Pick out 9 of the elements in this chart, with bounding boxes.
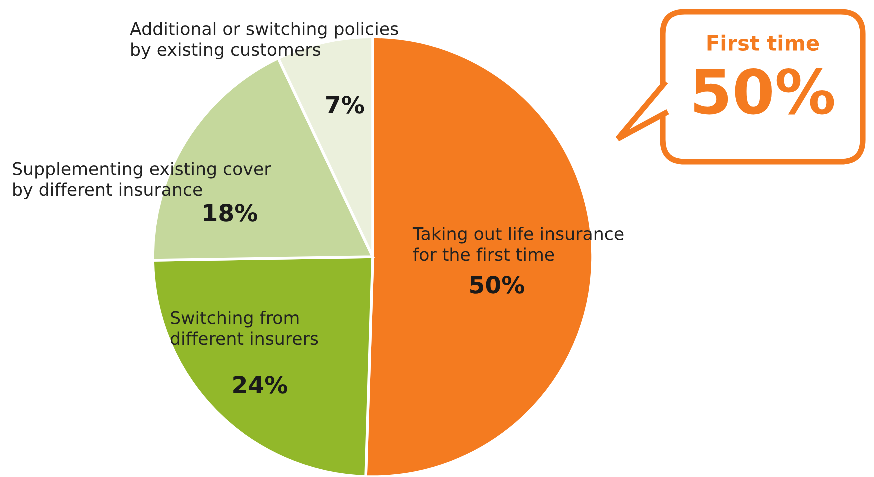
slice-label: Switching from different insurers bbox=[170, 311, 318, 346]
text: 50% bbox=[694, 68, 834, 115]
data-label: 50% bbox=[470, 276, 525, 294]
data-label: 24% bbox=[234, 376, 288, 394]
slice-label: Additional or switching policies by existing customers bbox=[130, 22, 398, 60]
text: First time bbox=[708, 34, 820, 52]
data-label: 18% bbox=[204, 204, 258, 222]
slice-label: Supplementing existing cover by different insurance bbox=[13, 162, 272, 200]
data-label: 7% bbox=[326, 96, 364, 114]
